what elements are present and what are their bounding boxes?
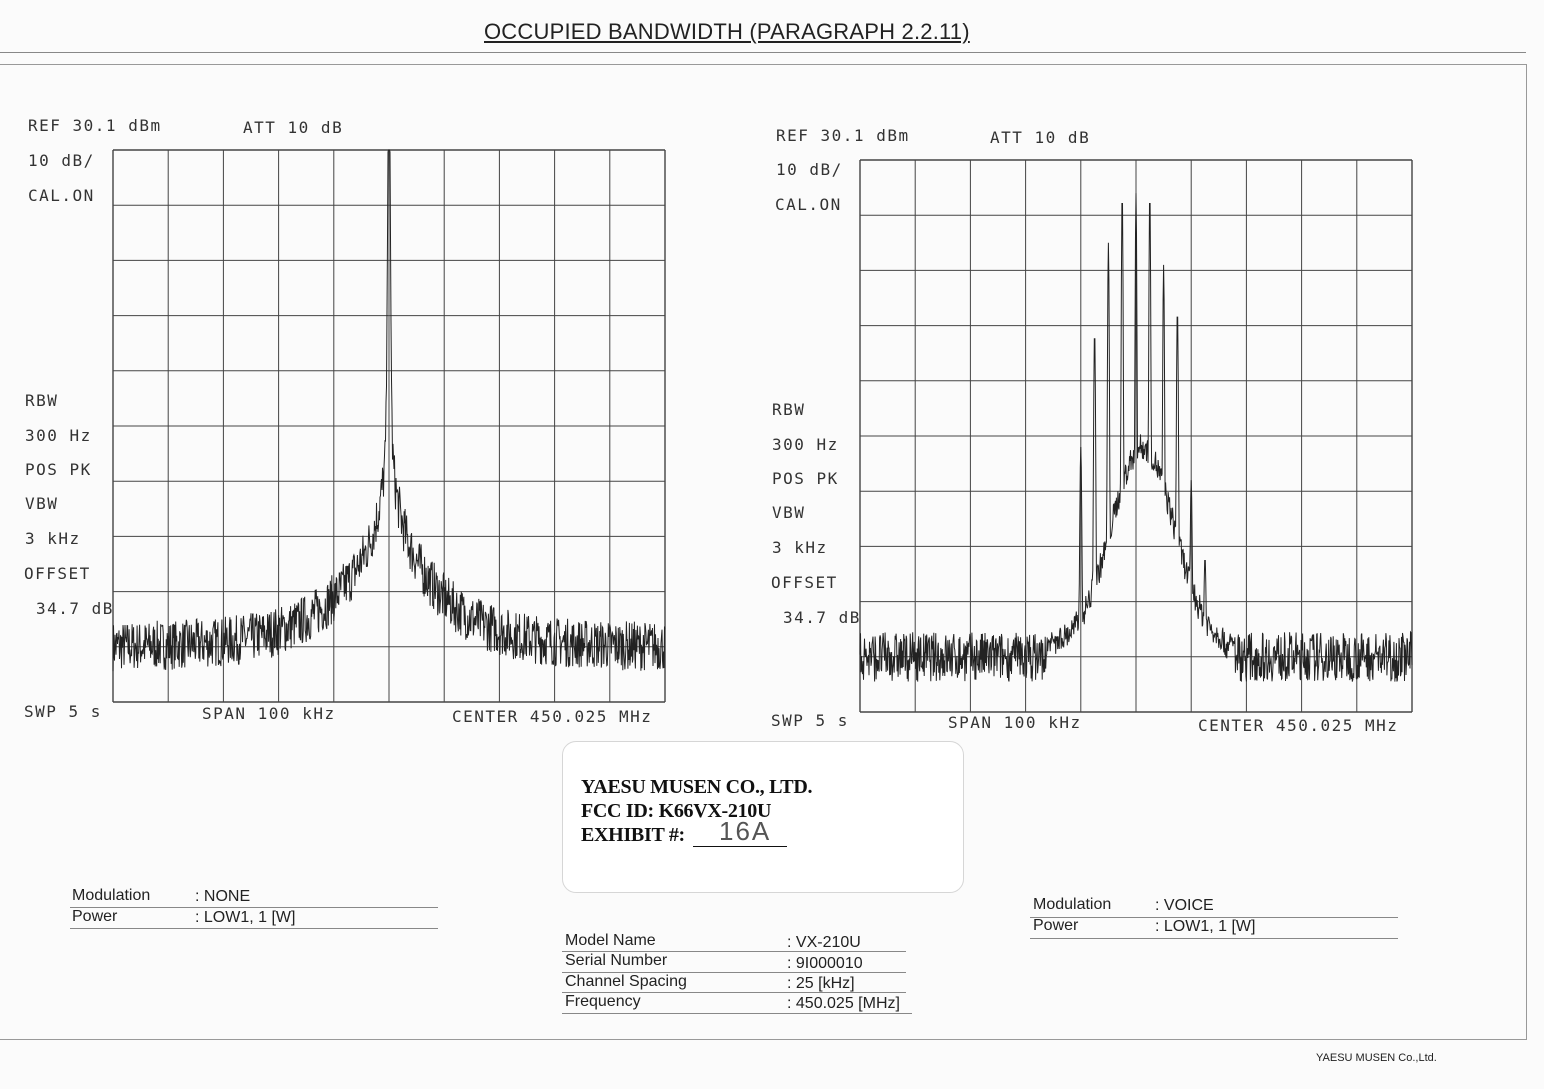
exhibit-number-prefix: EXHIBIT #: bbox=[581, 824, 685, 846]
left-power-rule bbox=[70, 928, 438, 929]
exhibit-number-underline bbox=[693, 846, 787, 847]
right-modulation-label: Modulation bbox=[1033, 896, 1112, 913]
right-vbw-value: 3 kHz bbox=[772, 538, 828, 557]
right-vbw-label: VBW bbox=[772, 503, 806, 522]
left-center: CENTER 450.025 MHz bbox=[452, 707, 653, 726]
right-attenuation: ATT 10 dB bbox=[990, 128, 1091, 147]
right-offset-value: 34.7 dB bbox=[783, 608, 861, 627]
exhibit-fcc-id: FCC ID: K66VX-210U bbox=[581, 800, 772, 822]
left-span: SPAN 100 kHz bbox=[202, 704, 336, 723]
exhibit-number: 16A bbox=[719, 816, 772, 846]
right-sweep: SWP 5 s bbox=[771, 711, 849, 730]
right-detector: POS PK bbox=[772, 469, 839, 488]
right-power-label: Power bbox=[1033, 917, 1079, 934]
top-rule bbox=[0, 52, 1526, 53]
page-frame bbox=[0, 64, 1527, 1040]
device-model-value: : VX-210U bbox=[787, 934, 861, 951]
cw-carrier-trace bbox=[112, 149, 666, 672]
left-vbw-label: VBW bbox=[25, 494, 59, 513]
right-power-rule bbox=[1030, 938, 1398, 939]
device-spacing-label: Channel Spacing bbox=[565, 973, 687, 990]
right-offset-label: OFFSET bbox=[771, 573, 838, 592]
right-scale: 10 dB/ bbox=[776, 160, 843, 179]
plot-grid bbox=[859, 159, 1413, 713]
device-frequency-value: : 450.025 [MHz] bbox=[787, 995, 900, 1012]
device-model-label: Model Name bbox=[565, 932, 656, 949]
page-title: OCCUPIED BANDWIDTH (PARAGRAPH 2.2.11) bbox=[484, 19, 970, 44]
device-serial-label: Serial Number bbox=[565, 952, 668, 969]
device-serial-rule bbox=[562, 972, 906, 973]
left-vbw-value: 3 kHz bbox=[25, 529, 81, 548]
right-rbw-value: 300 Hz bbox=[772, 435, 839, 454]
device-frequency-label: Frequency bbox=[565, 993, 641, 1010]
right-rbw-label: RBW bbox=[772, 400, 806, 419]
left-sweep: SWP 5 s bbox=[24, 702, 102, 721]
left-modulation-value: : NONE bbox=[195, 888, 251, 905]
left-offset-value: 34.7 dB bbox=[36, 599, 114, 618]
page-footer: YAESU MUSEN Co.,Ltd. bbox=[1316, 1052, 1437, 1064]
left-scale: 10 dB/ bbox=[28, 151, 95, 170]
exhibit-company: YAESU MUSEN CO., LTD. bbox=[581, 776, 813, 798]
device-spacing-value: : 25 [kHz] bbox=[787, 975, 855, 992]
device-model-rule bbox=[562, 951, 906, 952]
device-serial-value: : 9I000010 bbox=[787, 955, 863, 972]
device-frequency-rule bbox=[562, 1013, 912, 1014]
right-center: CENTER 450.025 MHz bbox=[1198, 716, 1399, 735]
left-power-label: Power bbox=[72, 908, 118, 925]
right-span: SPAN 100 kHz bbox=[948, 713, 1082, 732]
voice-modulated-trace bbox=[859, 193, 1413, 682]
left-modulation-rule bbox=[70, 907, 438, 908]
device-spacing-rule bbox=[562, 992, 906, 993]
left-power-value: : LOW1, 1 [W] bbox=[195, 909, 296, 926]
left-rbw-label: RBW bbox=[25, 391, 59, 410]
right-cal: CAL.ON bbox=[775, 195, 842, 214]
right-ref-level: REF 30.1 dBm bbox=[776, 126, 910, 145]
right-spectrum-plot bbox=[859, 159, 1413, 713]
left-offset-label: OFFSET bbox=[24, 564, 91, 583]
left-spectrum-plot bbox=[112, 149, 666, 703]
right-power-value: : LOW1, 1 [W] bbox=[1155, 918, 1256, 935]
plot-grid bbox=[112, 149, 666, 703]
exhibit-label: YAESU MUSEN CO., LTD. FCC ID: K66VX-210U… bbox=[562, 741, 964, 893]
right-modulation-rule bbox=[1030, 917, 1398, 918]
left-attenuation: ATT 10 dB bbox=[243, 118, 344, 137]
left-modulation-label: Modulation bbox=[72, 887, 151, 904]
left-cal: CAL.ON bbox=[28, 186, 95, 205]
left-ref-level: REF 30.1 dBm bbox=[28, 116, 162, 135]
left-rbw-value: 300 Hz bbox=[25, 426, 92, 445]
right-modulation-value: : VOICE bbox=[1155, 897, 1214, 914]
left-detector: POS PK bbox=[25, 460, 92, 479]
